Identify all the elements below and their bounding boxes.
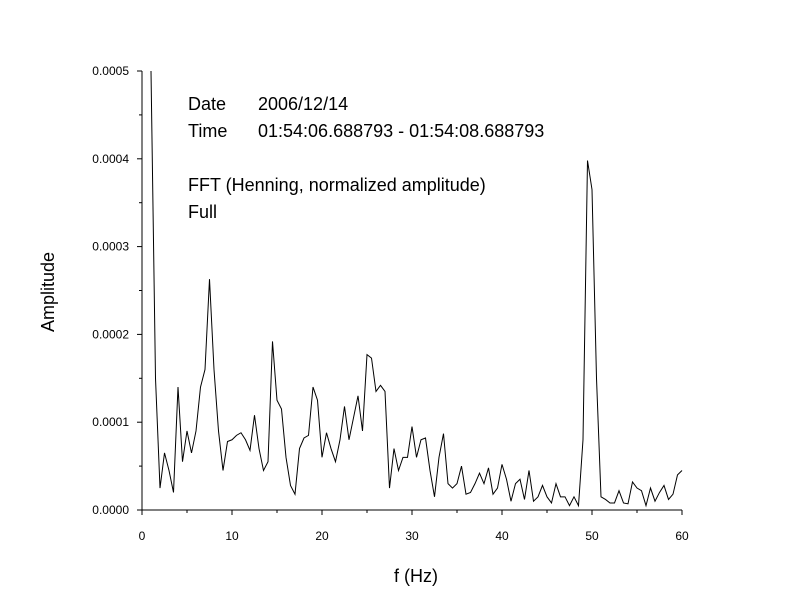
y-tick-label: 0.0002 [92, 327, 129, 341]
y-tick-label: 0.0004 [92, 152, 129, 166]
fft-range-text: Full [188, 202, 217, 222]
info-annotation: Date 2006/12/14 Time 01:54:06.688793 - 0… [188, 94, 544, 222]
x-tick-label: 40 [495, 529, 509, 543]
y-tick-label: 0.0005 [92, 64, 129, 78]
x-tick-label: 20 [315, 529, 329, 543]
y-tick-label: 0.0001 [92, 415, 129, 429]
date-value: 2006/12/14 [258, 94, 348, 114]
axis-ticks: 0 10 20 30 40 50 60 0.0000 0.0001 0.0002 0.0003 0.0… [92, 64, 689, 543]
date-label: Date [188, 94, 226, 114]
x-tick-label: 0 [139, 529, 146, 543]
fft-method-text: FFT (Henning, normalized amplitude) [188, 175, 486, 195]
time-label: Time [188, 121, 227, 141]
y-axis-title: Amplitude [38, 252, 58, 332]
x-tick-label: 50 [585, 529, 599, 543]
x-tick-label: 10 [225, 529, 239, 543]
x-axis-title: f (Hz) [394, 566, 438, 586]
y-tick-label: 0.0000 [92, 503, 129, 517]
time-value: 01:54:06.688793 - 01:54:08.688793 [258, 121, 544, 141]
series-line [150, 70, 683, 508]
y-tick-label: 0.0003 [92, 240, 129, 254]
series-layer [150, 70, 683, 508]
x-tick-label: 60 [675, 529, 689, 543]
x-tick-label: 30 [405, 529, 419, 543]
